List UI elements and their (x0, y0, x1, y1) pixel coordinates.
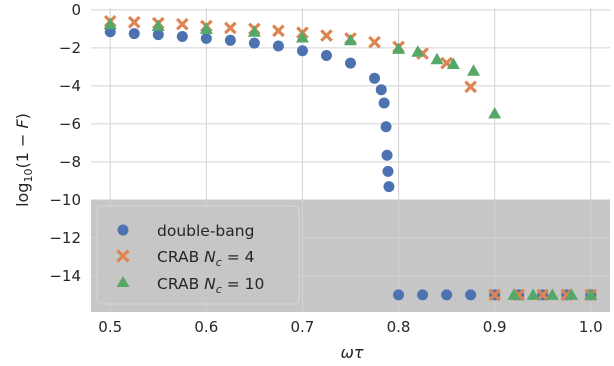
data-point-circle (152, 29, 164, 41)
y-axis-label: log10(1 − F) (13, 113, 35, 207)
legend-entry-crab-4: CRAB Nc = 4 (116, 248, 255, 269)
data-point-triangle (392, 42, 406, 54)
data-point-circle (272, 40, 284, 52)
y-tick-label: −14 (49, 267, 81, 285)
data-point-x (488, 288, 501, 302)
y-tick-label: −2 (59, 39, 81, 57)
data-point-triangle (295, 30, 309, 43)
y-tick-label: −6 (59, 115, 81, 133)
data-point-triangle (507, 288, 521, 300)
data-point-circle (383, 181, 395, 193)
data-point-triangle (199, 22, 213, 34)
y-tick-label: −10 (49, 191, 81, 209)
data-point-triangle (446, 57, 460, 70)
x-tick-label: 0.9 (483, 318, 507, 336)
data-point-x (464, 80, 477, 94)
data-point-x (272, 24, 285, 38)
data-point-triangle (526, 288, 540, 300)
data-point-circle (320, 50, 332, 61)
data-point-x (224, 21, 237, 35)
legend-marker-x (116, 249, 130, 263)
x-axis-label: ωτ (340, 343, 363, 362)
data-point-triangle (565, 288, 579, 300)
data-point-x (320, 29, 333, 42)
data-point-circle (381, 149, 393, 161)
legend: double-bang CRAB Nc = 4 CRAB Nc = 10 (96, 205, 300, 305)
data-point-circle (393, 289, 405, 301)
data-point-circle (380, 121, 392, 133)
data-point-circle (128, 28, 140, 40)
y-tick-label: −8 (59, 153, 81, 171)
data-point-triangle (151, 19, 165, 32)
data-markers (103, 14, 598, 302)
tick-labels: 0.5 0.6 0.7 0.8 0.9 1.0 0 −2 −4 −6 −8 −10 −12 −14 (49, 1, 602, 336)
data-point-x (127, 15, 141, 29)
data-point-circle (441, 289, 453, 301)
data-point-triangle (411, 45, 425, 57)
legend-entry-double-bang: double-bang (117, 222, 254, 240)
data-point-circle (465, 289, 477, 301)
data-point-triangle (584, 288, 598, 300)
data-point-triangle (344, 33, 357, 46)
x-tick-label: 0.8 (387, 318, 411, 336)
data-point-x (175, 17, 189, 31)
data-point-x (368, 35, 381, 49)
x-tick-label: 1.0 (579, 318, 603, 336)
data-point-circle (296, 45, 308, 57)
legend-marker-circle (117, 224, 129, 236)
data-point-triangle (545, 288, 559, 300)
data-point-circle (417, 289, 429, 301)
data-point-circle (176, 31, 188, 42)
data-point-circle (382, 165, 394, 177)
data-point-circle (200, 32, 212, 44)
legend-marker-triangle (116, 276, 130, 287)
x-tick-label: 0.6 (194, 318, 218, 336)
legend-label-crab-10: CRAB Nc = 10 (157, 275, 264, 296)
data-point-circle (345, 57, 356, 69)
y-tick-label: −4 (59, 77, 81, 95)
legend-label-double-bang: double-bang (157, 222, 254, 240)
data-point-x (536, 288, 550, 302)
y-tick-label: 0 (71, 1, 81, 19)
legend-entry-crab-10: CRAB Nc = 10 (116, 275, 264, 296)
legend-label-crab-4: CRAB Nc = 4 (157, 248, 255, 269)
x-tick-label: 0.7 (291, 318, 315, 336)
data-point-circle (378, 97, 390, 109)
data-point-circle (248, 37, 260, 49)
data-point-triangle (488, 106, 502, 119)
data-point-triangle (103, 17, 117, 30)
data-point-circle (375, 84, 387, 96)
y-tick-label: −12 (49, 229, 81, 247)
data-point-circle (369, 72, 381, 84)
x-tick-label: 0.5 (98, 318, 122, 336)
legend-box (96, 205, 300, 305)
data-point-triangle (467, 64, 481, 76)
data-point-circle (224, 34, 236, 46)
data-point-triangle (430, 52, 444, 65)
data-point-triangle (247, 25, 261, 37)
